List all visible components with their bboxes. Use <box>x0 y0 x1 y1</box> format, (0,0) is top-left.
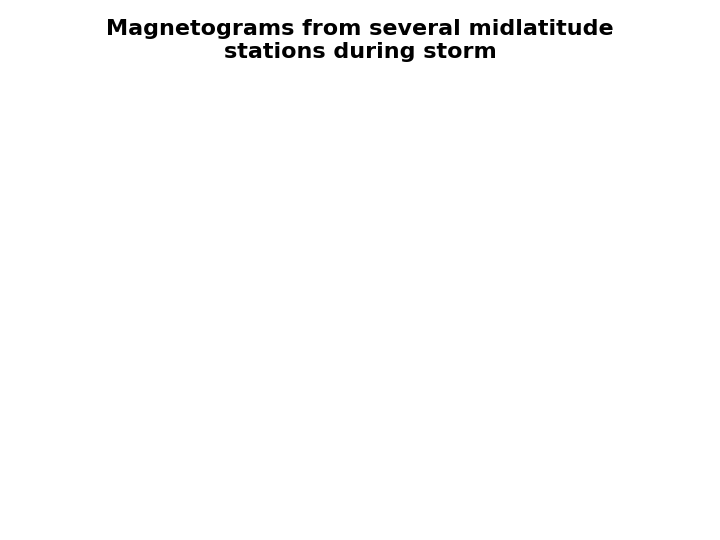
Text: Magnetograms from several midlatitude
stations during storm: Magnetograms from several midlatitude st… <box>106 19 614 62</box>
